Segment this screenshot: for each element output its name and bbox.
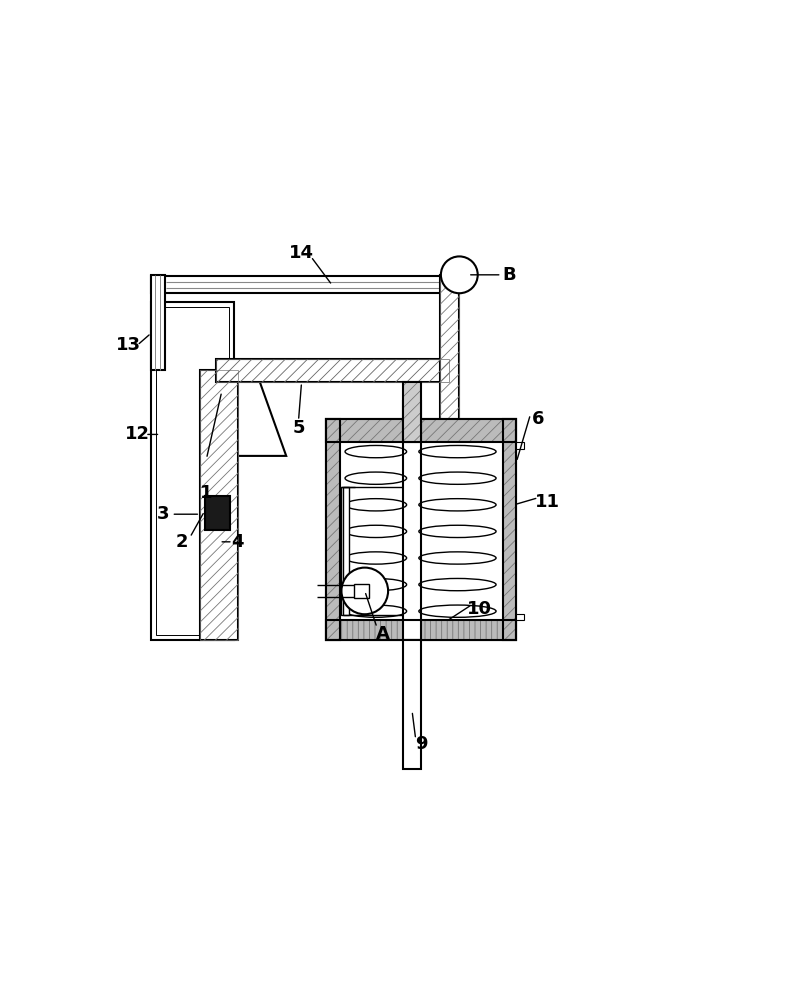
Bar: [200, 370, 238, 640]
Bar: [156, 307, 229, 635]
Bar: [326, 419, 340, 640]
Bar: [326, 419, 516, 442]
Bar: [326, 419, 340, 640]
Bar: [326, 620, 516, 640]
Bar: [440, 275, 459, 419]
Bar: [204, 496, 230, 530]
Bar: [151, 276, 452, 293]
Polygon shape: [158, 370, 286, 456]
Text: 5: 5: [292, 419, 305, 437]
Bar: [215, 359, 449, 382]
Bar: [215, 359, 449, 382]
Bar: [403, 382, 421, 442]
Text: 11: 11: [535, 493, 560, 511]
Bar: [503, 419, 516, 640]
Bar: [403, 640, 421, 769]
Text: 12: 12: [124, 425, 150, 443]
Bar: [440, 275, 459, 419]
Text: 1: 1: [200, 484, 213, 502]
Text: 2: 2: [176, 533, 188, 551]
Bar: [403, 401, 421, 640]
Text: 4: 4: [230, 533, 243, 551]
Text: 3: 3: [157, 505, 169, 523]
Circle shape: [441, 256, 478, 293]
Text: 10: 10: [467, 600, 492, 618]
Bar: [516, 442, 524, 449]
Bar: [151, 302, 234, 640]
Text: 6: 6: [531, 410, 544, 428]
Bar: [326, 419, 516, 442]
Bar: [326, 419, 516, 640]
Circle shape: [341, 568, 388, 614]
Text: A: A: [375, 625, 390, 643]
Bar: [516, 614, 524, 620]
Bar: [326, 620, 516, 640]
Bar: [151, 275, 165, 370]
Bar: [403, 382, 421, 442]
Text: 13: 13: [116, 336, 141, 354]
Bar: [200, 370, 238, 640]
Bar: [354, 584, 369, 598]
Bar: [503, 419, 516, 640]
Text: 14: 14: [289, 244, 314, 262]
Bar: [341, 487, 348, 615]
Text: 9: 9: [415, 735, 428, 753]
Text: B: B: [502, 266, 516, 284]
